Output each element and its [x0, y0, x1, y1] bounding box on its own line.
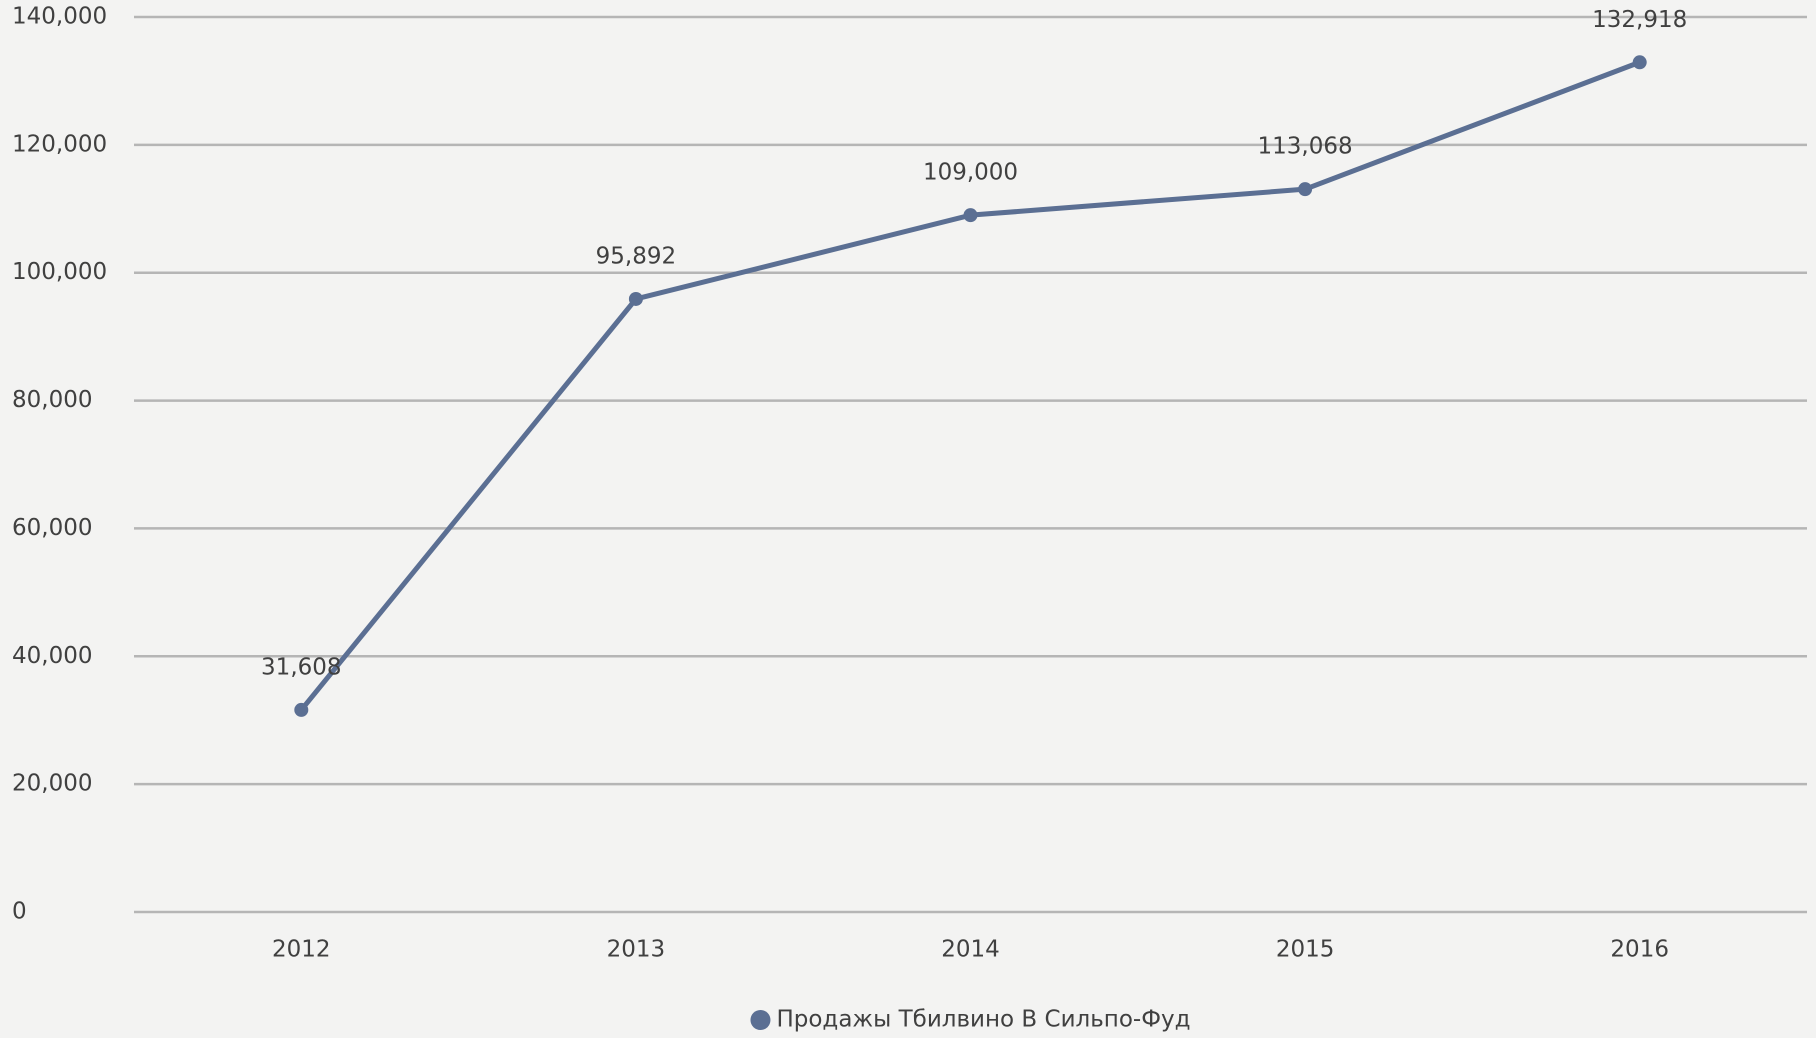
y-tick-label: 40,000: [12, 643, 92, 669]
y-tick-label: 80,000: [12, 387, 92, 413]
legend-label: Продажы Тбилвино В Сильпо-Фуд: [776, 1007, 1190, 1033]
data-label: 109,000: [923, 160, 1018, 186]
x-tick-label: 2012: [272, 937, 331, 963]
data-label: 95,892: [596, 243, 676, 269]
data-label: 31,608: [261, 654, 341, 680]
x-tick-label: 2016: [1610, 937, 1669, 963]
y-tick-label: 120,000: [12, 131, 107, 157]
y-tick-label: 0: [12, 899, 27, 925]
y-tick-label: 140,000: [12, 4, 107, 30]
data-point: [628, 291, 643, 306]
x-tick-label: 2014: [941, 937, 1000, 963]
data-point: [963, 208, 978, 223]
x-tick-label: 2015: [1276, 937, 1335, 963]
data-label: 132,918: [1592, 7, 1687, 33]
y-tick-label: 100,000: [12, 259, 107, 285]
y-tick-label: 60,000: [12, 515, 92, 541]
data-point: [1298, 182, 1313, 197]
data-point: [294, 702, 309, 717]
data-point: [1632, 55, 1647, 70]
legend-marker: [750, 1010, 771, 1030]
x-tick-label: 2013: [607, 937, 666, 963]
y-tick-label: 20,000: [12, 771, 92, 797]
data-label: 113,068: [1258, 134, 1353, 160]
